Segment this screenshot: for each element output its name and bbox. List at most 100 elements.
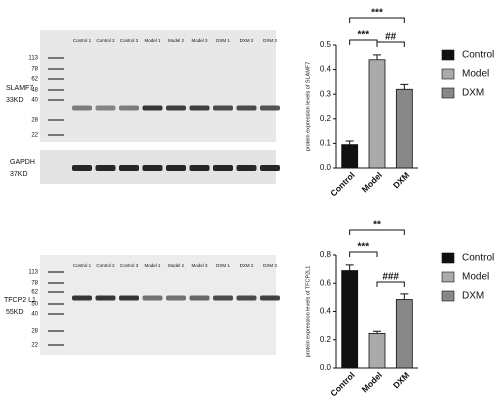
y-tick-label: 0.1 xyxy=(320,139,332,148)
ladder-band xyxy=(48,330,64,332)
ladder-band xyxy=(48,99,64,101)
y-tick-label: 0.5 xyxy=(320,40,332,49)
marker-label: 50 xyxy=(31,302,38,308)
significance-bracket xyxy=(349,39,378,45)
ladder-band xyxy=(48,57,64,59)
blot-target: SLAMF7 xyxy=(6,85,33,92)
blot-membrane xyxy=(40,30,276,142)
legend-label: Model xyxy=(462,272,489,283)
legend-label: DXM xyxy=(462,88,484,99)
bar xyxy=(368,59,386,169)
blot-membrane xyxy=(40,255,276,355)
band xyxy=(119,105,139,111)
y-axis-label: protein expression levels of SLAMF7 xyxy=(305,62,311,152)
band xyxy=(119,295,139,301)
legend-label: Control xyxy=(462,50,494,61)
y-axis-label: protein expression levels of TFCP2L1 xyxy=(305,266,311,358)
x-tick-label: DXM xyxy=(391,170,411,190)
band xyxy=(213,105,233,111)
lane-label: DXM 3 xyxy=(263,263,277,268)
lane-label: Control 2 xyxy=(96,263,115,268)
marker-label: 78 xyxy=(31,67,38,73)
bar xyxy=(341,270,359,369)
marker-label: 40 xyxy=(31,98,38,104)
x-tick-label: Control xyxy=(328,370,356,398)
marker-label: 40 xyxy=(31,312,38,318)
ladder-band xyxy=(48,313,64,315)
legend-swatch xyxy=(441,271,455,283)
legend-label: Model xyxy=(462,69,489,80)
ladder-band xyxy=(48,271,64,273)
legend-swatch xyxy=(441,87,455,99)
y-tick-label: 0.2 xyxy=(320,335,332,344)
blot-target: TFCP2 L1 xyxy=(4,297,36,304)
band xyxy=(119,165,139,171)
blot-size: 37KD xyxy=(10,171,28,178)
legend-swatch xyxy=(441,68,455,80)
blot-size: 55KD xyxy=(6,309,24,316)
band xyxy=(189,295,210,301)
x-tick-label: DXM xyxy=(391,370,411,390)
ladder-band xyxy=(48,78,64,80)
band xyxy=(72,165,92,171)
band xyxy=(166,165,186,171)
significance-bracket xyxy=(349,229,405,235)
ladder-band xyxy=(48,282,64,284)
legend-label: DXM xyxy=(462,291,484,302)
marker-label: 62 xyxy=(31,77,38,83)
lane-label: Model 1 xyxy=(144,38,161,43)
lane-label: Control 2 xyxy=(96,38,115,43)
significance-bracket xyxy=(376,281,405,287)
error-bar xyxy=(373,54,381,60)
band xyxy=(260,165,280,171)
lane-label: Model 3 xyxy=(191,38,208,43)
y-tick-label: 0.3 xyxy=(320,89,332,98)
x-tick-label: Model xyxy=(360,170,384,194)
lane-label: DXM 1 xyxy=(216,263,230,268)
lane-label: DXM 1 xyxy=(216,38,230,43)
legend-label: Control xyxy=(462,253,494,264)
significance-label: ** xyxy=(373,220,381,231)
marker-label: 28 xyxy=(31,118,38,124)
legend-swatch xyxy=(441,252,455,264)
band xyxy=(72,105,92,111)
bar xyxy=(395,88,413,169)
y-tick-label: 0.0 xyxy=(320,363,332,372)
bar xyxy=(341,144,359,169)
band xyxy=(260,105,280,111)
y-tick-label: 0.6 xyxy=(320,278,332,287)
y-tick-label: 0.8 xyxy=(320,250,332,259)
error-bar xyxy=(345,264,354,271)
lane-label: Model 3 xyxy=(191,263,208,268)
ladder-band xyxy=(48,291,64,293)
band xyxy=(260,295,280,301)
error-bar xyxy=(400,293,409,300)
lane-label: Control 1 xyxy=(73,263,92,268)
y-tick-label: 0.2 xyxy=(320,114,332,123)
band xyxy=(236,165,257,171)
marker-label: 28 xyxy=(31,329,38,335)
band xyxy=(142,295,163,301)
lane-label: DXM 2 xyxy=(240,38,254,43)
significance-label: ## xyxy=(385,32,397,43)
band xyxy=(95,165,116,171)
band xyxy=(236,295,257,301)
marker-label: 22 xyxy=(31,133,38,139)
significance-bracket xyxy=(376,41,405,47)
ladder-band xyxy=(48,68,64,70)
lane-label: Model 1 xyxy=(144,263,161,268)
ladder-band xyxy=(48,119,64,121)
significance-label: *** xyxy=(371,8,383,19)
legend-swatch xyxy=(441,290,455,302)
y-tick-label: 0.0 xyxy=(320,163,332,172)
marker-label: 62 xyxy=(31,290,38,296)
marker-label: 78 xyxy=(31,281,38,287)
band xyxy=(95,105,116,111)
lane-label: Control 3 xyxy=(120,38,139,43)
lane-label: DXM 3 xyxy=(263,38,277,43)
band xyxy=(213,165,233,171)
marker-label: 48 xyxy=(31,88,38,94)
y-tick-label: 0.4 xyxy=(320,65,332,74)
significance-label: *** xyxy=(357,242,369,253)
